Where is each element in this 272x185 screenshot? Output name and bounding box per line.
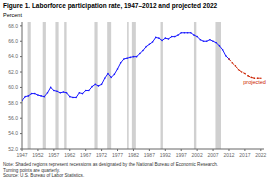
svg-text:1947: 1947 bbox=[16, 152, 27, 158]
html-text:Turning points are quarterly.: Turning points are quarterly. bbox=[3, 167, 60, 173]
svg-text:1982: 1982 bbox=[128, 152, 139, 158]
svg-text:56.0: 56.0 bbox=[8, 115, 18, 121]
html-text:Source: U.S. Bureau of Labor S: Source: U.S. Bureau of Labor Statistics. bbox=[3, 173, 85, 179]
svg-text:2012: 2012 bbox=[223, 152, 234, 158]
svg-text:58.0: 58.0 bbox=[8, 100, 18, 106]
svg-text:52.0: 52.0 bbox=[8, 146, 18, 152]
svg-text:1952: 1952 bbox=[32, 152, 43, 158]
svg-text:1992: 1992 bbox=[160, 152, 171, 158]
html-text:Note: Shaded regions represent: Note: Shaded regions represent recession… bbox=[3, 162, 218, 167]
html-text:Figure 1. Laborforce participa: Figure 1. Laborforce participation rate,… bbox=[3, 2, 218, 9]
svg-text:68.0: 68.0 bbox=[8, 23, 18, 29]
svg-text:62.0: 62.0 bbox=[8, 69, 18, 75]
svg-text:1967: 1967 bbox=[80, 152, 91, 158]
svg-text:projected: projected bbox=[243, 79, 264, 85]
svg-text:54.0: 54.0 bbox=[8, 130, 18, 136]
svg-text:60.0: 60.0 bbox=[8, 84, 18, 90]
svg-text:1957: 1957 bbox=[48, 152, 59, 158]
svg-text:2017: 2017 bbox=[239, 152, 250, 158]
svg-text:66.0: 66.0 bbox=[8, 38, 18, 44]
svg-text:1997: 1997 bbox=[176, 152, 187, 158]
svg-text:64.0: 64.0 bbox=[8, 53, 18, 59]
svg-text:1962: 1962 bbox=[64, 152, 75, 158]
svg-text:2007: 2007 bbox=[207, 152, 218, 158]
html-text:Percent: Percent bbox=[3, 12, 22, 18]
svg-text:2002: 2002 bbox=[192, 152, 203, 158]
svg-text:1977: 1977 bbox=[112, 152, 123, 158]
svg-text:1987: 1987 bbox=[144, 152, 155, 158]
svg-text:2022: 2022 bbox=[255, 152, 264, 158]
svg-text:1972: 1972 bbox=[96, 152, 107, 158]
